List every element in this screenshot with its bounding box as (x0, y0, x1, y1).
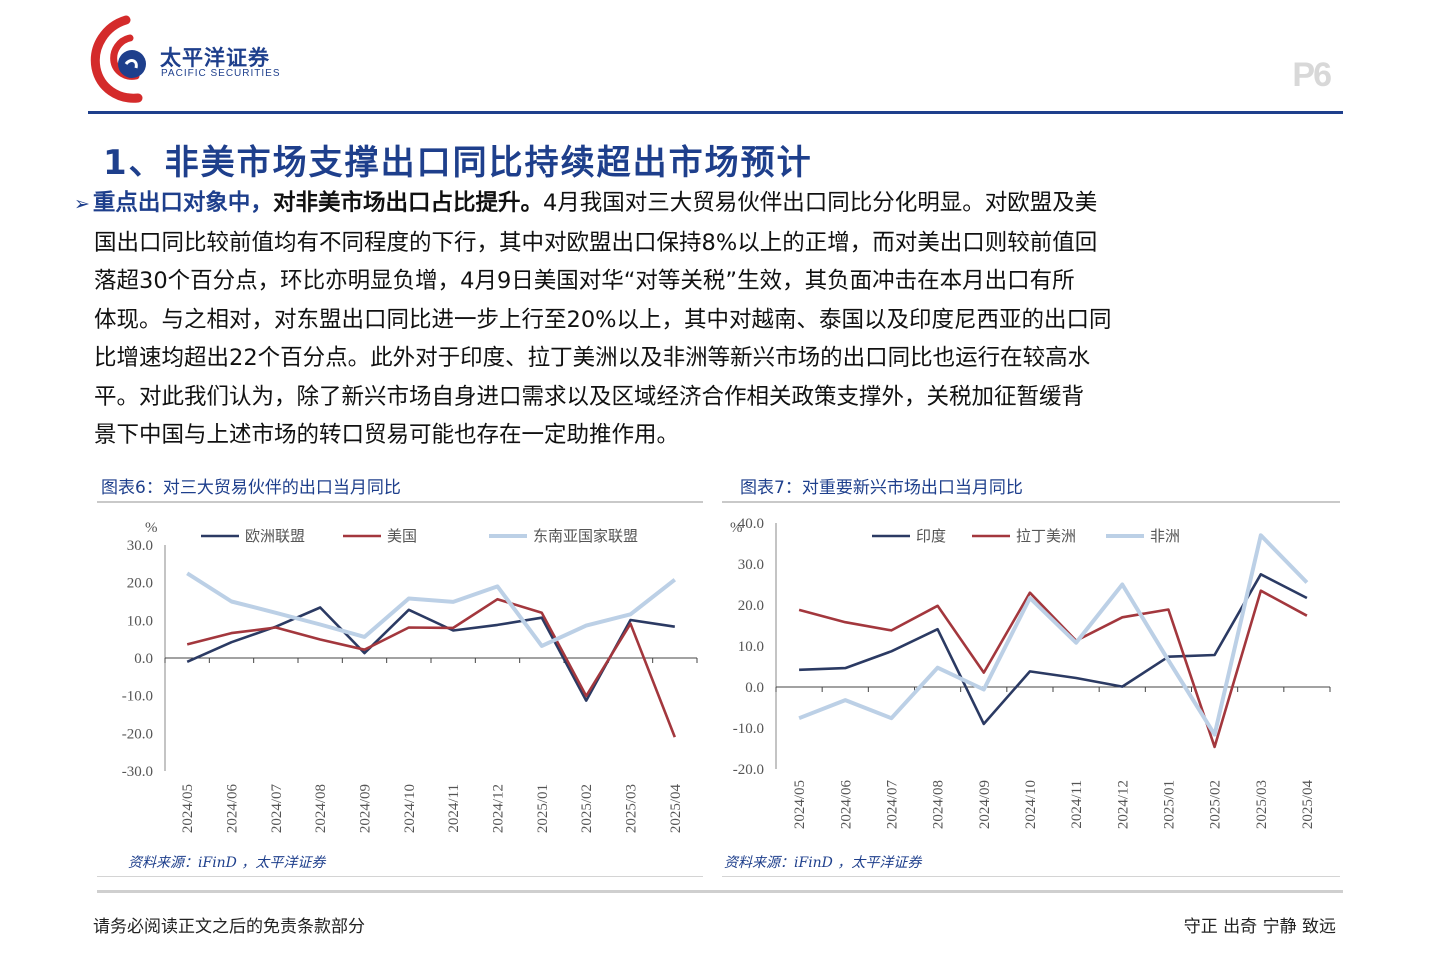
series-line (186, 597, 677, 738)
chart-source-right: 资料来源：iFinD ，太平洋证券 (724, 855, 922, 871)
x-tick-label: 2024/08 (931, 780, 947, 829)
line-chart-trade-partners: % 30.0 20.0 10.0 0.0 -10.0 -20.0 -30.0 2024/05 20… (122, 520, 698, 834)
footer-disclaimer: 请务必阅读正文之后的免责条款部分 (93, 917, 365, 937)
legend-label: 非洲 (1150, 527, 1180, 545)
series-line (798, 533, 1309, 737)
x-tick-label: 2025/04 (1300, 780, 1316, 830)
y-tick-label: -10.0 (122, 689, 153, 705)
series-line (799, 573, 1308, 726)
chart-title-left: 图表6：对三大贸易伙伴的出口当月同比 (101, 478, 401, 498)
x-tick-label: 2024/06 (838, 780, 854, 830)
legend-label: 欧洲联盟 (245, 527, 305, 545)
x-tick-label: 2024/12 (491, 784, 507, 833)
x-tick-label: 2024/07 (884, 780, 900, 830)
x-tick-label: 2025/04 (668, 784, 684, 834)
legend-label: 拉丁美洲 (1016, 527, 1076, 545)
legend-label: 印度 (916, 527, 946, 545)
x-tick-label: 2025/02 (1208, 780, 1224, 829)
x-tick-label: 2024/09 (358, 784, 374, 833)
x-tick-label: 2024/10 (1023, 780, 1039, 829)
header-divider (88, 111, 1343, 114)
chart-source-left: 资料来源：iFinD ，太平洋证券 (128, 855, 326, 871)
y-tick-label: -20.0 (733, 762, 764, 778)
y-tick-label: -20.0 (122, 726, 153, 742)
y-tick-label: 20.0 (738, 598, 764, 614)
bullet-arrow-icon: ➢ (74, 193, 90, 215)
y-tick-label: 30.0 (738, 557, 764, 573)
x-tick-label: 2024/09 (977, 780, 993, 829)
x-tick-label: 2024/11 (446, 784, 462, 833)
paragraph-line: 景下中国与上述市场的转口贸易可能也存在一定助推作用。 (94, 422, 680, 448)
lead-highlight-bold: 对非美市场出口占比提升。 (272, 190, 543, 216)
x-tick-label: 2024/11 (1069, 780, 1085, 829)
legend-label: 美国 (387, 527, 417, 545)
y-unit-label: % (145, 520, 158, 536)
footer-divider (97, 890, 1343, 893)
source-rule-left (97, 876, 703, 877)
logo-english-name: PACIFIC SECURITIES (161, 68, 281, 79)
x-tick-label: 2024/05 (180, 784, 196, 833)
paragraph-line: 平。对此我们认为，除了新兴市场自身进口需求以及区域经济合作相关政策支撑外，关税加… (94, 383, 1085, 410)
y-tick-label: 40.0 (738, 516, 764, 532)
series-line (798, 589, 1308, 749)
logo-chinese-name: 太平洋证券 (160, 46, 270, 70)
x-tick-label: 2025/03 (1254, 780, 1270, 829)
paragraph-line: 比增速均超出22个百分点。此外对于印度、拉丁美洲以及非洲等新兴市场的出口同比也运… (94, 345, 1091, 371)
y-unit-label: % (730, 520, 743, 536)
y-tick-label: 0.0 (745, 680, 764, 696)
paragraph-line: 体现。与之相对，对东盟出口同比进一步上行至20%以上，其中对越南、泰国以及印度尼… (94, 306, 1112, 333)
y-tick-label: 30.0 (127, 538, 153, 554)
y-tick-label: 10.0 (738, 639, 764, 655)
x-tick-label: 2025/03 (624, 784, 640, 833)
x-tick-label: 2024/06 (225, 784, 241, 834)
logo-mark-icon (90, 15, 146, 103)
x-tick-label: 2024/10 (402, 784, 418, 833)
y-tick-label: 20.0 (127, 576, 153, 592)
source-rule-right (722, 876, 1340, 877)
x-tick-label: 2024/12 (1115, 780, 1131, 829)
y-tick-label: -10.0 (733, 721, 764, 737)
paragraph-line: 落超30个百分点，环比亦明显负增，4月9日美国对华“对等关税”生效，其负面冲击在… (94, 268, 1075, 294)
x-tick-label: 2024/07 (269, 784, 285, 834)
chart-title-right: 图表7：对重要新兴市场出口当月同比 (740, 478, 1023, 498)
lead-highlight-blue: 重点出口对象中， (92, 190, 273, 216)
paragraph-line: 国出口同比较前值均有不同程度的下行，其中对欧盟出口保持8%以上的正增，而对美出口… (94, 229, 1098, 256)
x-tick-label: 2025/01 (535, 784, 551, 833)
page-number: P6 (1292, 56, 1332, 94)
body-paragraph: ➢ 重点出口对象中，对非美市场出口占比提升。4月我国对三大贸易伙伴出口同比分化明显… (74, 184, 1344, 455)
footer-motto: 守正 出奇 宁静 致远 (1183, 917, 1336, 937)
legend-label: 东南亚国家联盟 (533, 527, 638, 545)
series-line (186, 571, 677, 648)
line-chart-emerging-markets: %40.0 30.0 20.0 10.0 0.0 -10.0 -20.0 2024/05 202… (730, 516, 1331, 830)
chart-title-rule-right (722, 501, 1340, 503)
x-tick-label: 2024/08 (313, 784, 329, 833)
company-logo (88, 14, 298, 104)
x-tick-label: 2024/05 (792, 780, 808, 829)
chart-title-rule-left (97, 501, 703, 503)
y-tick-label: 10.0 (127, 613, 153, 629)
y-tick-label: 0.0 (134, 651, 153, 667)
y-tick-label: -30.0 (122, 764, 153, 780)
x-tick-label: 2025/02 (579, 784, 595, 833)
section-title: 1、非美市场支撑出口同比持续超出市场预计 (103, 143, 813, 183)
paragraph-line: ➢ 重点出口对象中，对非美市场出口占比提升。4月我国对三大贸易伙伴出口同比分化明显… (74, 184, 1344, 224)
paragraph-text: 4月我国对三大贸易伙伴出口同比分化明显。对欧盟及美 (542, 190, 1098, 216)
x-tick-label: 2025/01 (1161, 780, 1177, 829)
